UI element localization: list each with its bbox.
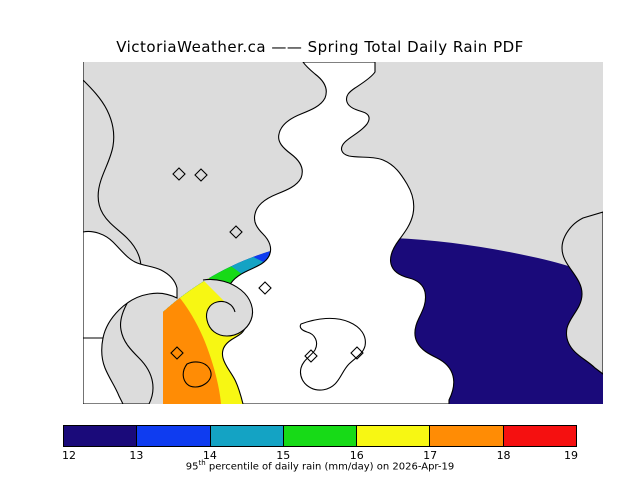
colorbar-tick-16: 16 [349, 449, 364, 462]
caption-suffix: percentile of daily rain (mm/day) on 202… [205, 461, 455, 473]
station-marker[interactable] [258, 281, 272, 295]
page-title: VictoriaWeather.ca —— Spring Total Daily… [116, 38, 524, 56]
colorbar [63, 425, 577, 447]
station-marker[interactable] [194, 168, 208, 182]
station-marker[interactable] [172, 167, 186, 181]
colorbar-tick-labels: 12 13 14 15 16 17 18 19 [62, 449, 578, 463]
map-figure [83, 62, 603, 404]
colorbar-band-18-19 [503, 426, 576, 446]
caption-prefix: 95 [185, 461, 199, 473]
station-marker[interactable] [170, 346, 184, 360]
landmass-west-inlet [83, 230, 178, 339]
landmass-bay-hook [202, 278, 254, 337]
colorbar-band-15-16 [283, 426, 358, 446]
station-marker[interactable] [304, 349, 318, 363]
colorbar-tick-15: 15 [276, 449, 291, 462]
station-markers [170, 167, 364, 363]
landmass-mainland [221, 62, 455, 404]
map-panel [83, 62, 603, 404]
colorbar-band-17-18 [430, 426, 504, 446]
colorbar-band-14-15 [210, 426, 284, 446]
colorbar-band-16-17 [357, 426, 431, 446]
landmass-east-coast [561, 211, 603, 375]
contour-band-17-18 [163, 258, 221, 404]
island-large [299, 317, 366, 391]
colorbar-tick-13: 13 [129, 449, 144, 462]
colorbar-bands [63, 425, 577, 447]
colorbar-tick-18: 18 [496, 449, 511, 462]
station-marker[interactable] [229, 225, 243, 239]
colorbar-tick-19: 19 [564, 449, 578, 462]
colorbar-tick-17: 17 [423, 449, 438, 462]
station-marker[interactable] [350, 346, 364, 360]
colorbar-band-12-13 [64, 426, 138, 446]
landmass-southwest [83, 337, 124, 404]
colorbar-tick-14: 14 [202, 449, 217, 462]
colorbar-band-13-14 [137, 426, 211, 446]
caption-superscript: th [198, 459, 206, 467]
colorbar-tick-12: 12 [62, 449, 76, 462]
colorbar-caption: 95th percentile of daily rain (mm/day) o… [0, 459, 640, 472]
island-small [182, 361, 212, 388]
